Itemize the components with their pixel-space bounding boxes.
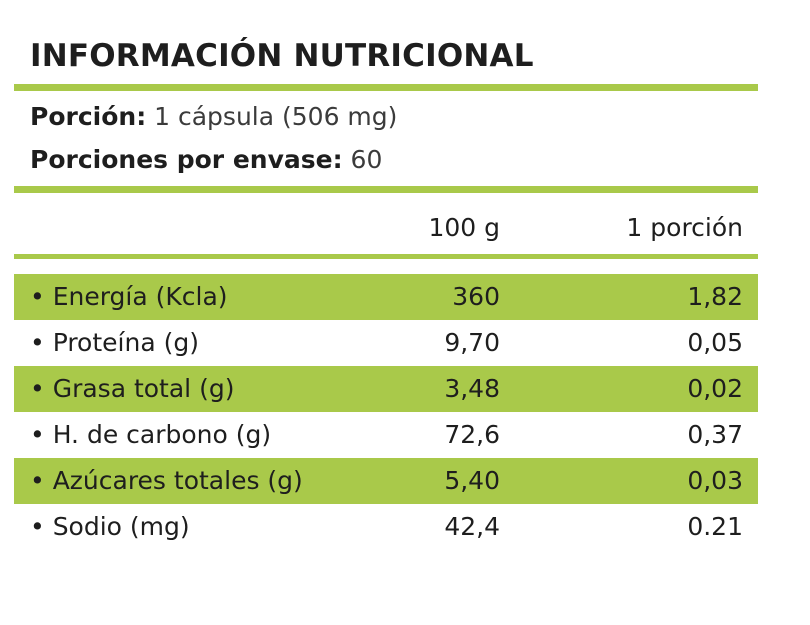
portion-label: Porción: (30, 102, 147, 131)
nutrient-value-portion: 0,02 (687, 374, 743, 403)
nutrient-value-100g: 9,70 (444, 328, 500, 357)
nutrient-value-portion: 0,03 (687, 466, 743, 495)
title-divider (14, 84, 758, 91)
nutrient-row: • Grasa total (g) 3,48 0,02 (14, 366, 758, 412)
nutrient-row: • Sodio (mg) 42,4 0.21 (14, 504, 758, 550)
nutrient-value-portion: 1,82 (687, 282, 743, 311)
serving-divider (14, 186, 758, 193)
servings-per-container-label: Porciones por envase: (30, 145, 343, 174)
nutrient-label: • Proteína (g) (30, 328, 199, 357)
nutrient-value-100g: 72,6 (444, 420, 500, 449)
nutrient-row: • H. de carbono (g) 72,6 0,37 (14, 412, 758, 458)
nutrient-value-portion: 0.21 (687, 512, 743, 541)
nutrient-value-portion: 0,37 (687, 420, 743, 449)
portion-value: 1 cápsula (506 mg) (154, 102, 398, 131)
nutrient-row: • Azúcares totales (g) 5,40 0,03 (14, 458, 758, 504)
header-divider (14, 254, 758, 259)
nutrient-value-portion: 0,05 (687, 328, 743, 357)
nutrient-label: • Azúcares totales (g) (30, 466, 303, 495)
nutrient-value-100g: 5,40 (444, 466, 500, 495)
nutrient-label: • Sodio (mg) (30, 512, 190, 541)
column-header-portion: 1 porción (626, 213, 743, 242)
nutrient-row: • Proteína (g) 9,70 0,05 (14, 320, 758, 366)
nutrient-label: • Grasa total (g) (30, 374, 235, 403)
nutrient-value-100g: 3,48 (444, 374, 500, 403)
servings-per-container-line: Porciones por envase: 60 (30, 145, 382, 174)
nutrient-value-100g: 42,4 (444, 512, 500, 541)
column-header-100g: 100 g (428, 213, 500, 242)
servings-per-container-value: 60 (350, 145, 383, 174)
nutrient-value-100g: 360 (452, 282, 500, 311)
nutrient-label: • Energía (Kcla) (30, 282, 228, 311)
nutrient-row: • Energía (Kcla) 360 1,82 (14, 274, 758, 320)
nutrient-label: • H. de carbono (g) (30, 420, 272, 449)
portion-line: Porción: 1 cápsula (506 mg) (30, 102, 397, 131)
nutrition-title: INFORMACIÓN NUTRICIONAL (30, 38, 534, 74)
